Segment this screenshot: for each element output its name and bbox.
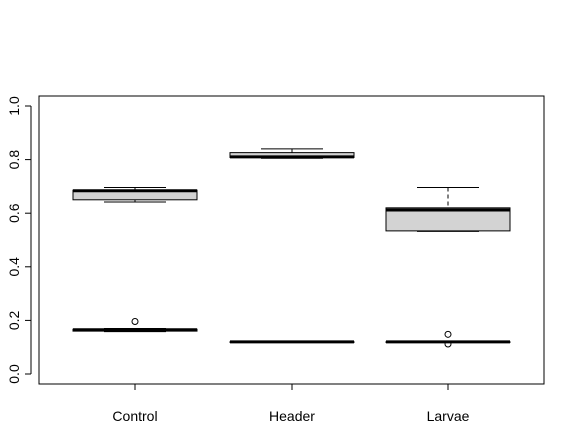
x-tick-label: Header	[269, 408, 315, 424]
box-control-upper	[73, 187, 197, 201]
x-tick-label: Larvae	[427, 408, 470, 424]
outlier-point	[132, 318, 138, 324]
box-larvae-lower	[386, 331, 510, 347]
x-tick-label: Control	[112, 408, 157, 424]
y-tick-label: 1.0	[6, 96, 22, 116]
x-axis: Control Header Larvae	[112, 384, 469, 424]
box-series	[73, 149, 510, 347]
y-tick-label: 0.4	[6, 257, 22, 277]
y-tick-label: 0.6	[6, 203, 22, 223]
box-control-lower	[73, 318, 197, 331]
y-tick-label: 0.2	[6, 310, 22, 330]
box-header-upper	[230, 149, 354, 158]
outlier-point	[445, 331, 451, 337]
y-tick-label: 0.8	[6, 150, 22, 170]
box-header-lower	[230, 342, 354, 343]
box-larvae-upper	[386, 187, 510, 231]
y-axis: 0.0 0.2 0.4 0.6 0.8 1.0	[6, 96, 31, 384]
y-tick-label: 0.0	[6, 364, 22, 384]
